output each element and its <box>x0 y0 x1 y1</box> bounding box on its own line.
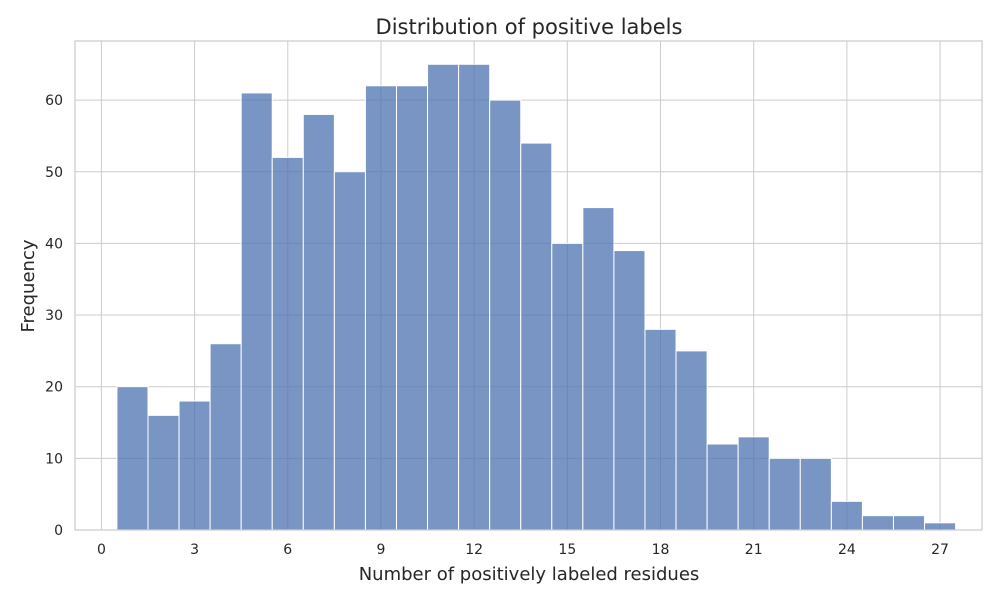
chart-title: Distribution of positive labels <box>376 15 683 39</box>
histogram-bar <box>768 457 801 531</box>
x-tick-label: 24 <box>838 542 856 558</box>
x-tick-label: 12 <box>465 542 483 558</box>
histogram-bar <box>395 85 429 531</box>
plot-frame <box>74 40 983 531</box>
histogram-bar <box>458 63 491 531</box>
histogram-bar <box>147 414 180 531</box>
y-tick-labels: 0 10 20 30 40 50 60 <box>45 93 63 539</box>
y-tick-label: 40 <box>45 236 63 252</box>
histogram-bar <box>333 171 366 531</box>
histogram-bar <box>240 92 273 531</box>
y-tick-label: 20 <box>45 380 63 396</box>
histogram-bar <box>116 386 149 531</box>
histogram-bar <box>364 85 397 531</box>
histogram-bar <box>209 343 242 531</box>
x-tick-label: 15 <box>558 542 576 558</box>
histogram-bar <box>830 500 863 531</box>
histogram-bar <box>675 350 708 531</box>
x-tick-label: 3 <box>190 542 199 558</box>
histogram-bar <box>644 328 677 531</box>
y-tick-label: 30 <box>45 308 63 324</box>
histogram-bar <box>551 242 584 531</box>
histogram-bar <box>520 142 553 531</box>
y-tick-label: 50 <box>45 165 63 181</box>
x-axis-label: Number of positively labeled residues <box>359 564 700 585</box>
histogram-bar <box>892 515 926 531</box>
histogram-bar <box>302 113 335 531</box>
x-tick-label: 9 <box>376 542 385 558</box>
histogram-bar <box>582 207 615 531</box>
histogram-bar <box>924 522 957 531</box>
x-tick-labels: 0 3 6 9 12 15 18 21 24 27 <box>97 542 949 558</box>
y-tick-label: 10 <box>45 451 63 467</box>
histogram-bar <box>861 515 894 531</box>
x-tick-label: 0 <box>97 542 106 558</box>
y-tick-label: 60 <box>45 93 63 109</box>
histogram-bar <box>489 99 522 531</box>
histogram-bar <box>737 436 770 531</box>
histogram-bar <box>613 250 646 531</box>
x-tick-label: 21 <box>745 542 763 558</box>
x-tick-label: 6 <box>283 542 292 558</box>
y-axis-label: Frequency <box>18 239 39 332</box>
x-tick-label: 18 <box>652 542 670 558</box>
histogram-bar <box>799 457 832 531</box>
histogram-bar <box>427 63 460 531</box>
bar-layer <box>116 63 957 531</box>
x-tick-label: 27 <box>931 542 949 558</box>
y-tick-label: 0 <box>54 523 63 539</box>
histogram-bar <box>271 156 304 531</box>
histogram-bar <box>178 400 211 531</box>
histogram-bar <box>706 443 739 531</box>
